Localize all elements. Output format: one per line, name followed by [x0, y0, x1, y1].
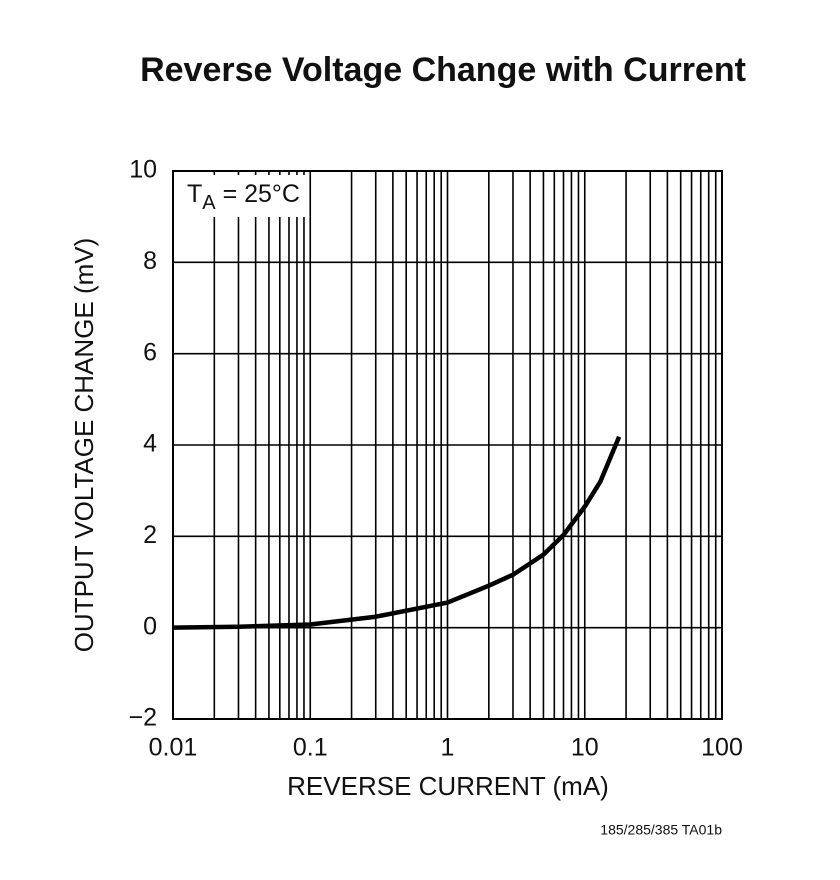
annotation-tail: = 25°C: [216, 180, 300, 208]
y-tick-label: 10: [129, 156, 157, 184]
data-line: [172, 435, 622, 630]
y-tick-label: 6: [143, 338, 157, 366]
chart-title: Reverse Voltage Change with Current: [140, 51, 746, 89]
annotation-main: T: [187, 180, 202, 208]
x-tick-label: 0.1: [293, 734, 328, 762]
y-tick-label: 8: [143, 247, 157, 275]
y-tick-label: 2: [143, 521, 157, 549]
x-tick-label: 10: [571, 734, 599, 762]
y-tick-label: −2: [128, 704, 157, 732]
x-tick-label: 100: [701, 734, 743, 762]
plot-frame: [172, 170, 723, 720]
y-tick-label: 4: [143, 430, 157, 458]
annotation-subscript: A: [202, 192, 216, 214]
y-axis-label: OUTPUT VOLTAGE CHANGE (mV): [69, 238, 99, 653]
annotation-box: [177, 175, 305, 217]
x-tick-label: 1: [441, 734, 455, 762]
y-tick-label: 0: [143, 612, 157, 640]
footnote: 185/285/385 TA01b: [600, 822, 722, 838]
x-tick-label: 0.01: [149, 734, 198, 762]
annotation: TA = 25°C: [187, 180, 300, 215]
x-axis-label: REVERSE CURRENT (mA): [287, 771, 609, 801]
